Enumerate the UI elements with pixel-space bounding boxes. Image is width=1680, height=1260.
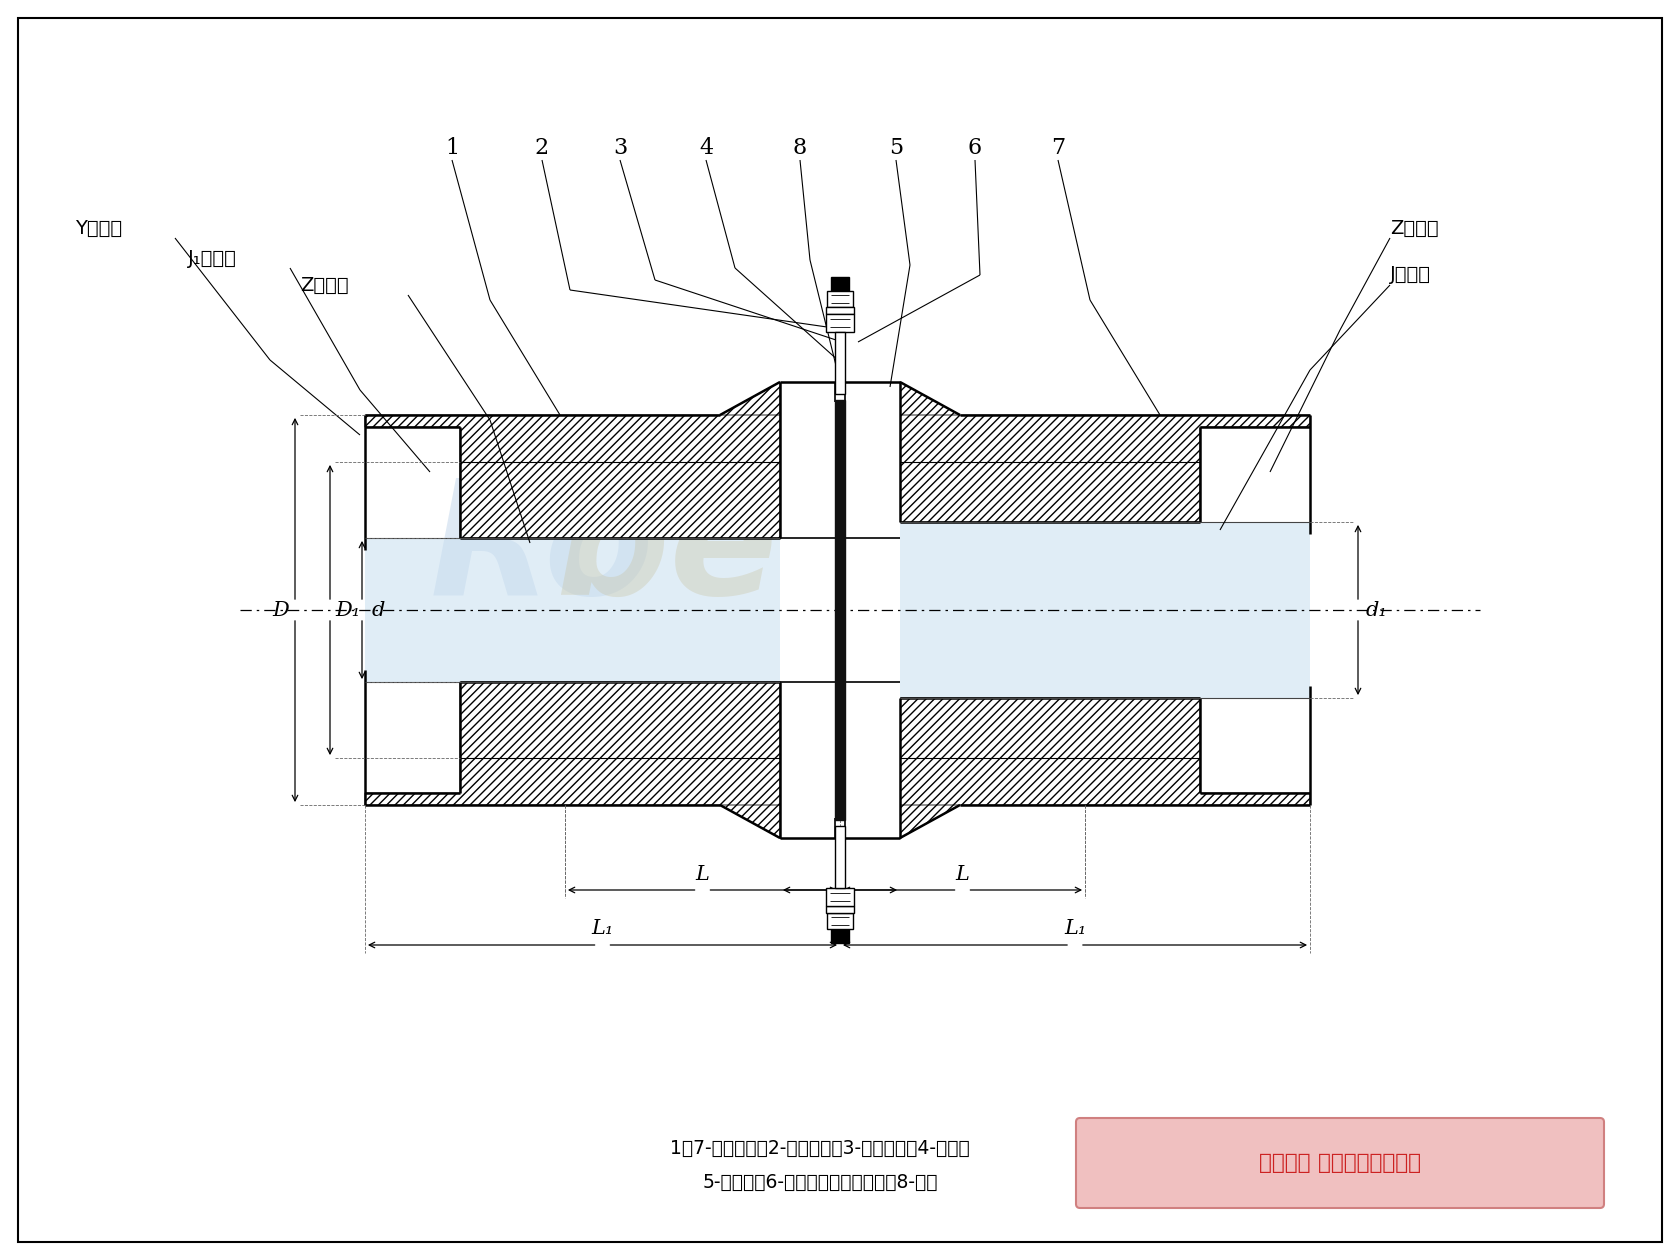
Text: ®: ®: [806, 533, 833, 561]
Text: D: D: [272, 601, 289, 620]
Text: 7: 7: [1052, 137, 1065, 159]
Bar: [827, 906, 853, 914]
FancyBboxPatch shape: [1075, 1118, 1604, 1208]
Text: 6: 6: [968, 137, 983, 159]
Polygon shape: [780, 805, 833, 838]
Text: 3: 3: [613, 137, 627, 159]
Text: 1: 1: [445, 137, 459, 159]
Bar: [835, 399, 845, 820]
Text: 版权所有 侵权必被严厉追究: 版权所有 侵权必被严厉追究: [1258, 1153, 1421, 1173]
Polygon shape: [847, 805, 900, 838]
Text: 8: 8: [793, 137, 806, 159]
Text: d: d: [371, 601, 385, 620]
Text: t: t: [837, 864, 843, 883]
Polygon shape: [900, 382, 959, 415]
Bar: [827, 914, 853, 929]
Bar: [900, 522, 1310, 698]
Text: be: be: [554, 472, 778, 627]
Polygon shape: [365, 382, 780, 538]
Text: d₁: d₁: [1366, 601, 1388, 620]
Bar: [835, 827, 845, 888]
Text: 5-支撑座；6-六角头钰制孔用螺栓；8-膜片: 5-支撑座；6-六角头钰制孔用螺栓；8-膜片: [702, 1173, 937, 1192]
Text: Ro: Ro: [430, 472, 655, 627]
Bar: [832, 929, 848, 942]
Bar: [832, 277, 848, 291]
Bar: [827, 291, 853, 307]
Text: Z型轴孔: Z型轴孔: [301, 276, 349, 295]
Text: L: L: [956, 864, 969, 883]
Polygon shape: [721, 805, 780, 838]
Bar: [827, 888, 853, 906]
Text: J型轴孔: J型轴孔: [1389, 266, 1431, 285]
Bar: [835, 331, 845, 394]
Text: 5: 5: [889, 137, 904, 159]
Text: Y型轴孔: Y型轴孔: [76, 218, 123, 237]
Polygon shape: [847, 382, 900, 415]
Bar: [827, 307, 853, 314]
Text: D₁: D₁: [336, 601, 361, 620]
Bar: [365, 538, 780, 682]
Text: L: L: [696, 864, 709, 883]
Text: 2: 2: [534, 137, 549, 159]
Text: L₁: L₁: [591, 920, 613, 939]
Text: 1、7-半联轴器；2-扣紧螺母；3-六角螺母；4-隔圈；: 1、7-半联轴器；2-扣紧螺母；3-六角螺母；4-隔圈；: [670, 1139, 969, 1158]
Polygon shape: [780, 382, 833, 415]
Polygon shape: [900, 382, 1310, 522]
Bar: [827, 314, 853, 331]
Polygon shape: [721, 382, 780, 415]
Text: J₁型轴孔: J₁型轴孔: [188, 248, 237, 267]
Text: Z型轴孔: Z型轴孔: [1389, 218, 1438, 237]
Text: L₁: L₁: [1063, 920, 1087, 939]
Text: 4: 4: [699, 137, 712, 159]
Polygon shape: [365, 682, 780, 838]
Bar: [780, 382, 900, 838]
Polygon shape: [900, 698, 1310, 838]
Polygon shape: [900, 805, 959, 838]
